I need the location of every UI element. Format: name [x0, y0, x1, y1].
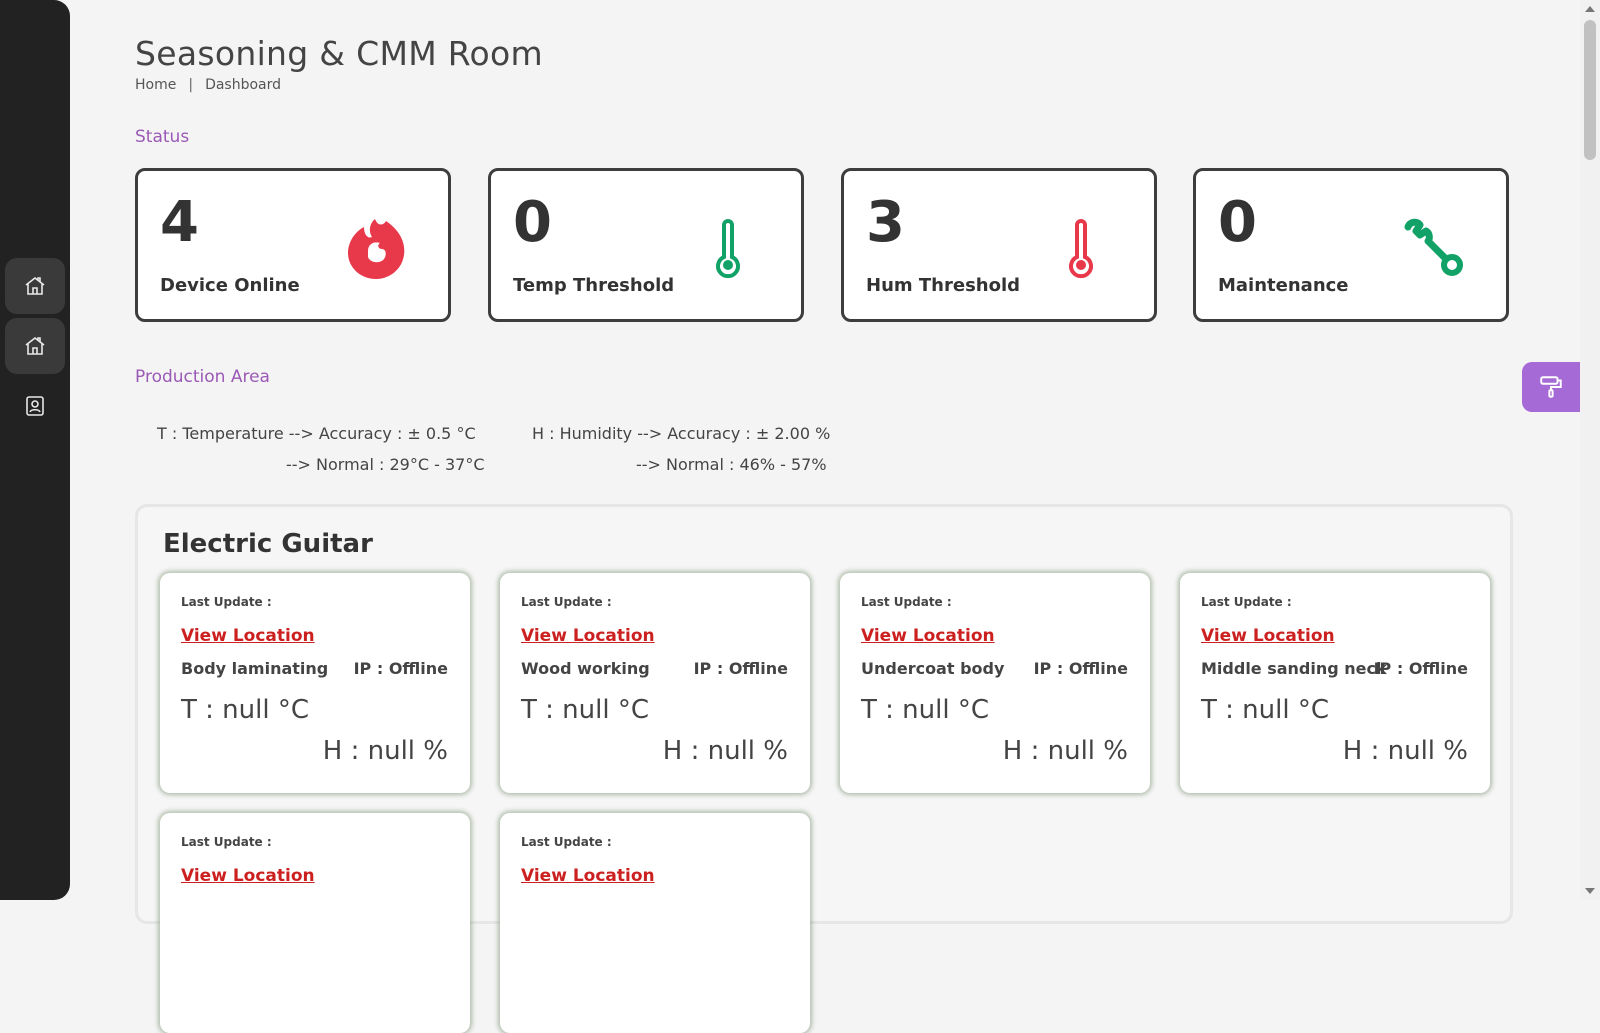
last-update-label: Last Update : — [181, 835, 272, 849]
last-update-label: Last Update : — [181, 595, 272, 609]
stat-label: Device Online — [160, 275, 300, 296]
stat-card-device-online[interactable]: 4 Device Online — [135, 168, 451, 322]
device-card: Last Update : View Location — [500, 813, 810, 1033]
status-section-label: Status — [135, 127, 190, 147]
stat-card-temp-threshold[interactable]: 0 Temp Threshold — [488, 168, 804, 322]
device-ip-status: IP : Offline — [353, 659, 448, 678]
scroll-thumb[interactable] — [1584, 20, 1596, 160]
stat-card-hum-threshold[interactable]: 3 Hum Threshold — [841, 168, 1157, 322]
device-card: Last Update : View Location — [160, 813, 470, 1033]
fire-icon — [348, 219, 405, 279]
device-card: Last Update : View Location Middle sandi… — [1180, 573, 1490, 793]
page-title: Seasoning & CMM Room — [135, 34, 543, 73]
device-ip-status: IP : Offline — [1033, 659, 1128, 678]
stat-label: Maintenance — [1218, 275, 1349, 296]
device-humidity: H : null % — [662, 736, 788, 766]
last-update-label: Last Update : — [521, 595, 612, 609]
sidebar-item-home[interactable] — [5, 258, 65, 314]
device-humidity: H : null % — [322, 736, 448, 766]
user-badge-icon — [26, 396, 44, 416]
stat-value: 3 — [866, 190, 905, 255]
device-temperature: T : null °C — [521, 695, 649, 725]
temp-legend-line1: T : Temperature --> Accuracy : ± 0.5 °C — [157, 424, 476, 443]
stat-value: 0 — [1218, 190, 1257, 255]
device-name: Middle sanding neck — [1201, 659, 1387, 678]
page-scrollbar[interactable] — [1580, 0, 1600, 900]
sidebar-item-room[interactable] — [5, 318, 65, 374]
device-name: Wood working — [521, 659, 650, 678]
last-update-label: Last Update : — [861, 595, 952, 609]
home-icon — [25, 336, 45, 355]
home-icon — [25, 276, 45, 295]
production-section-label: Production Area — [135, 367, 270, 387]
device-humidity: H : null % — [1342, 736, 1468, 766]
breadcrumb-current: Dashboard — [205, 77, 282, 93]
paint-roller-icon — [1540, 376, 1562, 398]
scroll-down-arrow[interactable] — [1585, 888, 1595, 894]
stat-value: 4 — [160, 190, 199, 255]
view-location-link[interactable]: View Location — [861, 626, 995, 646]
view-location-link[interactable]: View Location — [1201, 626, 1335, 646]
stat-label: Hum Threshold — [866, 275, 1021, 296]
breadcrumb-separator: | — [188, 77, 194, 93]
device-ip-status: IP : Offline — [693, 659, 788, 678]
view-location-link[interactable]: View Location — [181, 626, 315, 646]
wrench-icon — [1404, 218, 1463, 276]
view-location-link[interactable]: View Location — [521, 626, 655, 646]
breadcrumb-home[interactable]: Home — [135, 77, 177, 93]
sidebar-item-users[interactable] — [5, 378, 65, 434]
device-ip-status: IP : Offline — [1373, 659, 1468, 678]
device-name: Undercoat body — [861, 659, 1005, 678]
thermometer-icon — [1069, 219, 1093, 279]
device-group-panel: Electric Guitar Last Update : View Locat… — [135, 504, 1513, 1033]
last-update-label: Last Update : — [521, 835, 612, 849]
stat-card-maintenance[interactable]: 0 Maintenance — [1193, 168, 1509, 322]
breadcrumb: Home | Dashboard — [135, 77, 281, 93]
device-name: Body laminating — [181, 659, 329, 678]
device-temperature: T : null °C — [181, 695, 309, 725]
view-location-link[interactable]: View Location — [521, 866, 655, 886]
hum-legend-line2: --> Normal : 46% - 57% — [636, 455, 827, 474]
device-temperature: T : null °C — [1201, 695, 1329, 725]
view-location-link[interactable]: View Location — [181, 866, 315, 886]
scroll-up-arrow[interactable] — [1585, 6, 1595, 12]
temp-legend-line2: --> Normal : 29°C - 37°C — [286, 455, 485, 474]
theme-toggle-button[interactable] — [1522, 362, 1580, 412]
device-card: Last Update : View Location Wood working… — [500, 573, 810, 793]
device-humidity: H : null % — [1002, 736, 1128, 766]
device-card: Last Update : View Location Body laminat… — [160, 573, 470, 793]
sidebar — [0, 0, 70, 900]
stat-label: Temp Threshold — [513, 275, 675, 296]
hum-legend-line1: H : Humidity --> Accuracy : ± 2.00 % — [532, 424, 831, 443]
last-update-label: Last Update : — [1201, 595, 1292, 609]
panel-title: Electric Guitar — [163, 529, 373, 559]
stat-value: 0 — [513, 190, 552, 255]
device-temperature: T : null °C — [861, 695, 989, 725]
thermometer-icon — [716, 219, 740, 279]
device-card: Last Update : View Location Undercoat bo… — [840, 573, 1150, 793]
